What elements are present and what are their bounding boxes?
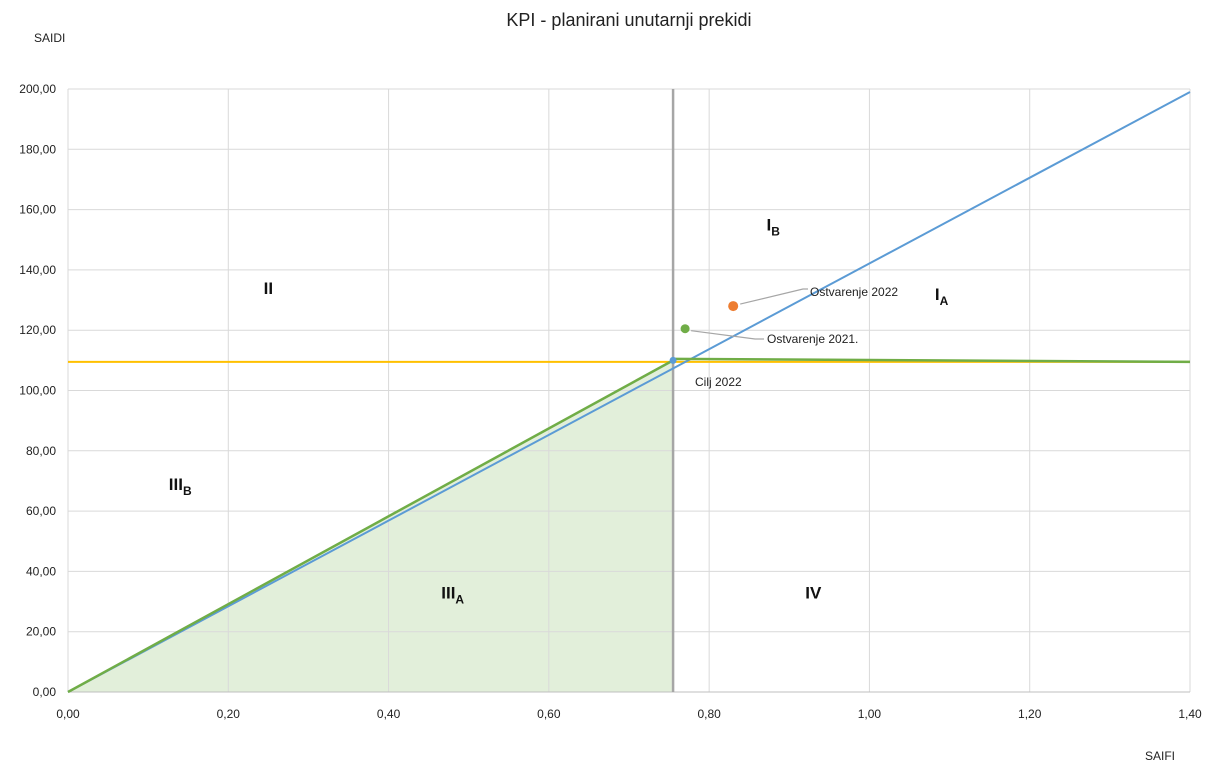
region-label-main: I [935,285,940,304]
region-label-IIIA: IIIA [441,584,464,607]
chart-title: KPI - planirani unutarnji prekidi [506,10,751,30]
x-axis-title: SAIFI [1145,749,1175,762]
x-tick-label: 1,00 [858,707,882,721]
ratio-line [67,91,1191,693]
x-tick-label: 0,00 [56,707,80,721]
region-label-IA: IA [935,285,949,308]
y-tick-label: 40,00 [26,564,56,578]
region-label-subscript: B [771,225,780,239]
region-label-main: III [169,475,183,494]
region-label-IV: IV [805,584,822,603]
point-cilj-2022 [669,356,677,364]
x-tick-label: 0,20 [217,707,241,721]
y-tick-label: 100,00 [19,384,56,398]
leader-line-2022 [740,288,808,305]
region-label-main: III [441,584,455,603]
y-axis-title: SAIDI [34,31,65,45]
y-tick-label: 120,00 [19,323,56,337]
region-label-subscript: A [455,593,464,607]
y-tick-label: 200,00 [19,82,56,96]
region-label-subscript: A [940,294,949,308]
y-tick-label: 80,00 [26,444,56,458]
label-ostvarenje-2021: Ostvarenje 2021. [767,332,858,346]
y-tick-label: 20,00 [26,625,56,639]
region-label-main: I [767,216,772,235]
y-tick-label: 0,00 [33,685,57,699]
region-label-main: IV [805,584,822,603]
x-tick-label: 1,20 [1018,707,1042,721]
region-label-subscript: B [183,484,192,498]
label-cilj-2022: Cilj 2022 [695,375,742,389]
point-ostvarenje-2022 [728,301,739,312]
x-tick-label: 0,40 [377,707,401,721]
x-tick-label: 1,40 [1178,707,1202,721]
y-tick-label: 140,00 [19,263,56,277]
x-tick-label: 0,60 [537,707,561,721]
region-label-IB: IB [767,216,781,239]
region-label-II: II [264,279,273,298]
y-tick-label: 60,00 [26,504,56,518]
label-ostvarenje-2022: Ostvarenje 2022 [810,285,898,299]
region-label-main: II [264,279,273,298]
point-ostvarenje-2021 [680,324,690,334]
x-tick-label: 0,80 [697,707,721,721]
region-label-IIIB: IIIB [169,475,192,498]
y-tick-label: 160,00 [19,203,56,217]
y-tick-label: 180,00 [19,142,56,156]
leader-line-2021 [691,330,764,340]
